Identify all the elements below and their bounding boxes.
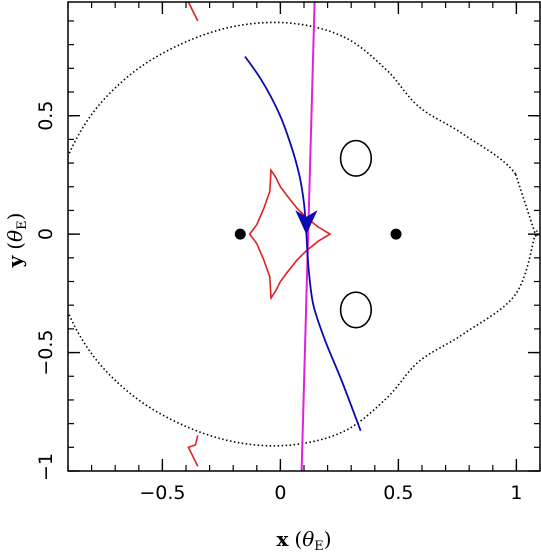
trajectory-arrowhead [295, 210, 318, 235]
lens-mass-1 [234, 228, 246, 240]
x-tick-label: −0.5 [139, 482, 185, 504]
y-tick-label: 0.5 [35, 101, 57, 131]
y-tick-label: −1 [35, 453, 57, 481]
x-tick-labels: −0.5 0 0.5 1 [139, 482, 522, 504]
plot-area [68, 2, 539, 471]
y-tick-labels: −1 −0.5 0 0.5 [35, 101, 57, 481]
x-axis-label: x (θE) [276, 527, 331, 554]
outer-critical-curve [68, 21, 539, 447]
y-tick-label: 0 [35, 228, 57, 240]
planetary-caustic-fragment-1 [187, 2, 199, 22]
planetary-caustic-fragment-2 [187, 435, 199, 467]
source-trajectory [244, 55, 362, 432]
lens-mass-2 [390, 228, 402, 240]
inner-critical-oval-1 [339, 139, 373, 177]
x-tick-label: 0 [274, 482, 286, 504]
y-tick-label: −0.5 [35, 329, 57, 375]
central-caustic [248, 167, 332, 301]
x-tick-label: 1 [510, 482, 522, 504]
axis-ticks [67, 2, 541, 472]
x-tick-label: 0.5 [383, 482, 413, 504]
inner-critical-oval-2 [339, 291, 373, 329]
source-path-line [300, 2, 316, 471]
y-axis-label: y(θE) [3, 213, 30, 269]
